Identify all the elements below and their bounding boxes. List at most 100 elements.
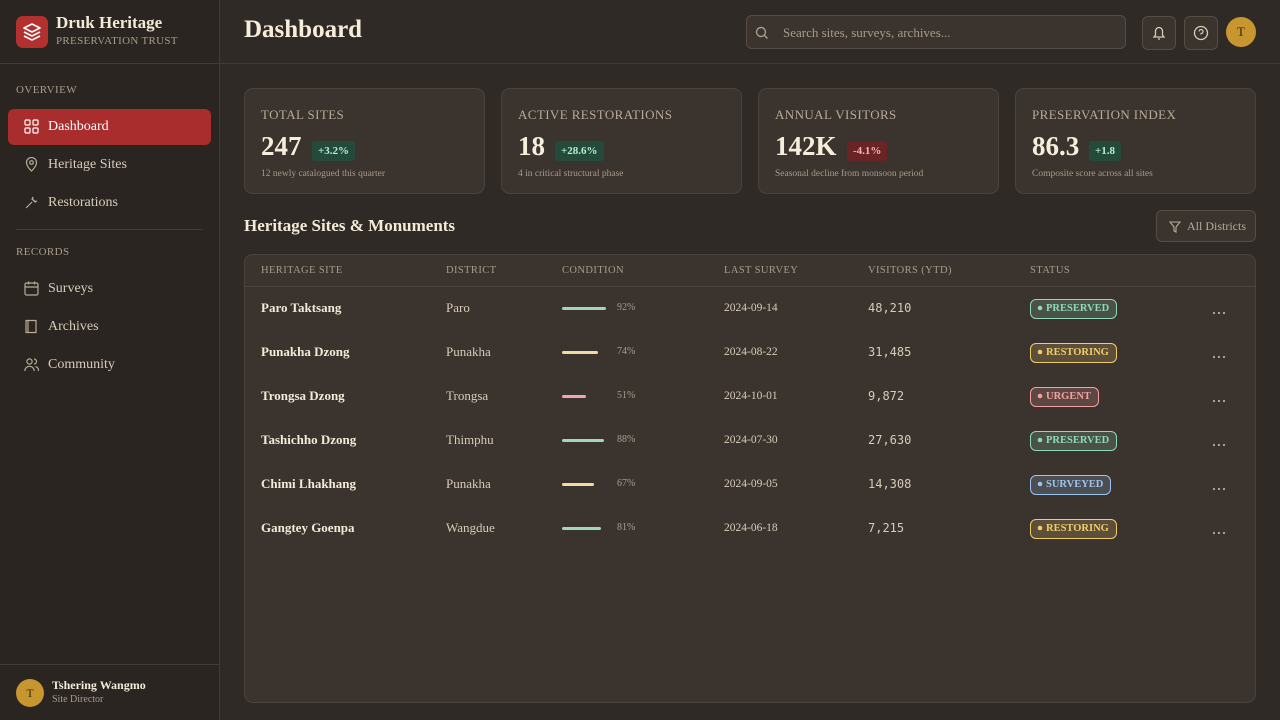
site-name: Punakha Dzong — [261, 344, 350, 359]
nav-item[interactable]: Community — [8, 347, 211, 383]
help-button[interactable] — [1184, 16, 1218, 50]
nav-item[interactable]: Dashboard — [8, 109, 211, 145]
district-filter[interactable]: All Districts — [1156, 210, 1256, 242]
nav-item[interactable]: Restorations — [8, 185, 211, 221]
sites-table: HERITAGE SITE DISTRICT CONDITION LAST SURVE… — [244, 254, 1256, 703]
filter-label: All Districts — [1187, 219, 1246, 233]
brand-tagline: PRESERVATION TRUST — [56, 35, 178, 47]
nav-label: Restorations — [48, 195, 118, 210]
condition-bar — [562, 307, 607, 310]
nav-icon — [24, 119, 39, 134]
row-menu[interactable] — [1209, 305, 1229, 321]
last-survey: 2024-09-05 — [724, 478, 778, 490]
menu-dots — [1212, 311, 1226, 315]
row-menu[interactable] — [1209, 349, 1229, 365]
stat-value: 18 — [518, 131, 545, 161]
last-survey: 2024-09-14 — [724, 302, 778, 314]
condition-label: 92% — [617, 302, 636, 313]
district: Wangdue — [446, 520, 495, 535]
nav-item[interactable]: Surveys — [8, 271, 211, 307]
nav-label: Archives — [48, 319, 99, 334]
stat-card: TOTAL SITES 247 +3.2% 12 newly catalogued t… — [244, 88, 485, 194]
nav-icon — [24, 358, 39, 372]
row-menu[interactable] — [1209, 393, 1229, 409]
stat-change: -4.1% — [847, 141, 888, 161]
status-badge: PRESERVED — [1030, 431, 1118, 451]
condition-label: 88% — [617, 434, 636, 445]
condition-bar — [562, 395, 587, 398]
nav-label: Community — [48, 357, 115, 372]
stat-change: +3.2% — [312, 141, 356, 161]
condition-bar — [562, 351, 598, 354]
column-header: CONDITION — [562, 265, 624, 276]
user-avatar: T — [16, 679, 44, 707]
visitors: 31,485 — [868, 345, 912, 359]
status-badge: URGENT — [1030, 387, 1099, 407]
stat-value: 142K — [775, 131, 837, 161]
condition-label: 67% — [617, 478, 636, 489]
sidebar: Druk Heritage PRESERVATION TRUST T Tsher… — [0, 0, 220, 720]
condition-bar — [562, 439, 605, 442]
notifications-button[interactable] — [1142, 16, 1176, 50]
nav-icon — [25, 196, 38, 209]
nav-icon — [25, 319, 37, 334]
status-label: RESTORING — [1046, 523, 1109, 534]
menu-dots — [1212, 487, 1226, 491]
row-menu[interactable] — [1209, 481, 1229, 497]
menu-dots — [1212, 355, 1226, 359]
stat-card: PRESERVATION INDEX 86.3 +1.8 Composite scor… — [1015, 88, 1256, 194]
row-menu[interactable] — [1209, 525, 1229, 541]
menu-dots — [1212, 399, 1226, 403]
visitors: 14,308 — [868, 477, 912, 491]
status-badge: RESTORING — [1030, 343, 1117, 363]
status-dot — [1037, 437, 1043, 443]
stat-card: ACTIVE RESTORATIONS 18 +28.6% 4 in critical… — [501, 88, 742, 194]
stat-value: 86.3 — [1032, 131, 1080, 161]
column-header: DISTRICT — [446, 265, 497, 276]
status-dot — [1037, 481, 1043, 487]
stat-label: ACTIVE RESTORATIONS — [518, 107, 673, 122]
last-survey: 2024-06-18 — [724, 522, 778, 534]
site-name: Chimi Lhakhang — [261, 476, 357, 491]
condition-bar — [562, 483, 595, 486]
stat-label: ANNUAL VISITORS — [775, 107, 897, 122]
stat-note: 4 in critical structural phase — [518, 169, 624, 179]
nav-item[interactable]: Archives — [8, 309, 211, 345]
condition-label: 81% — [617, 522, 636, 533]
column-header: HERITAGE SITE — [261, 265, 343, 276]
district: Punakha — [446, 344, 491, 359]
main: Dashboard Search sites, surveys, archive… — [220, 0, 1280, 720]
divider — [16, 229, 203, 230]
logo — [16, 16, 48, 48]
nav-item[interactable]: Heritage Sites — [8, 147, 211, 183]
nav-section-title: OVERVIEW — [16, 84, 77, 96]
stat-change: +1.8 — [1089, 141, 1122, 161]
status-dot — [1037, 305, 1043, 311]
nav-label: Heritage Sites — [48, 157, 127, 172]
nav-icon — [25, 157, 38, 172]
page-title: Dashboard — [244, 16, 363, 43]
row-menu[interactable] — [1209, 437, 1229, 453]
district: Paro — [446, 300, 470, 315]
district: Trongsa — [446, 388, 489, 403]
status-label: RESTORING — [1046, 347, 1109, 358]
search-box[interactable]: Search sites, surveys, archives... — [746, 15, 1126, 49]
status-badge: SURVEYED — [1030, 475, 1112, 495]
column-header: VISITORS (YTD) — [868, 265, 952, 276]
stat-note: Composite score across all sites — [1032, 169, 1153, 179]
header-avatar[interactable]: T — [1226, 17, 1256, 47]
site-name: Gangtey Goenpa — [261, 520, 355, 535]
nav-section-title: RECORDS — [16, 246, 70, 258]
condition-label: 51% — [617, 390, 636, 401]
stat-change: +28.6% — [555, 141, 604, 161]
status-badge: RESTORING — [1030, 519, 1117, 539]
visitors: 27,630 — [868, 433, 912, 447]
last-survey: 2024-07-30 — [724, 434, 778, 446]
last-survey: 2024-10-01 — [724, 390, 778, 402]
menu-dots — [1212, 531, 1226, 535]
district: Thimphu — [446, 432, 494, 447]
status-label: SURVEYED — [1046, 479, 1104, 490]
search-placeholder: Search sites, surveys, archives... — [783, 25, 951, 40]
